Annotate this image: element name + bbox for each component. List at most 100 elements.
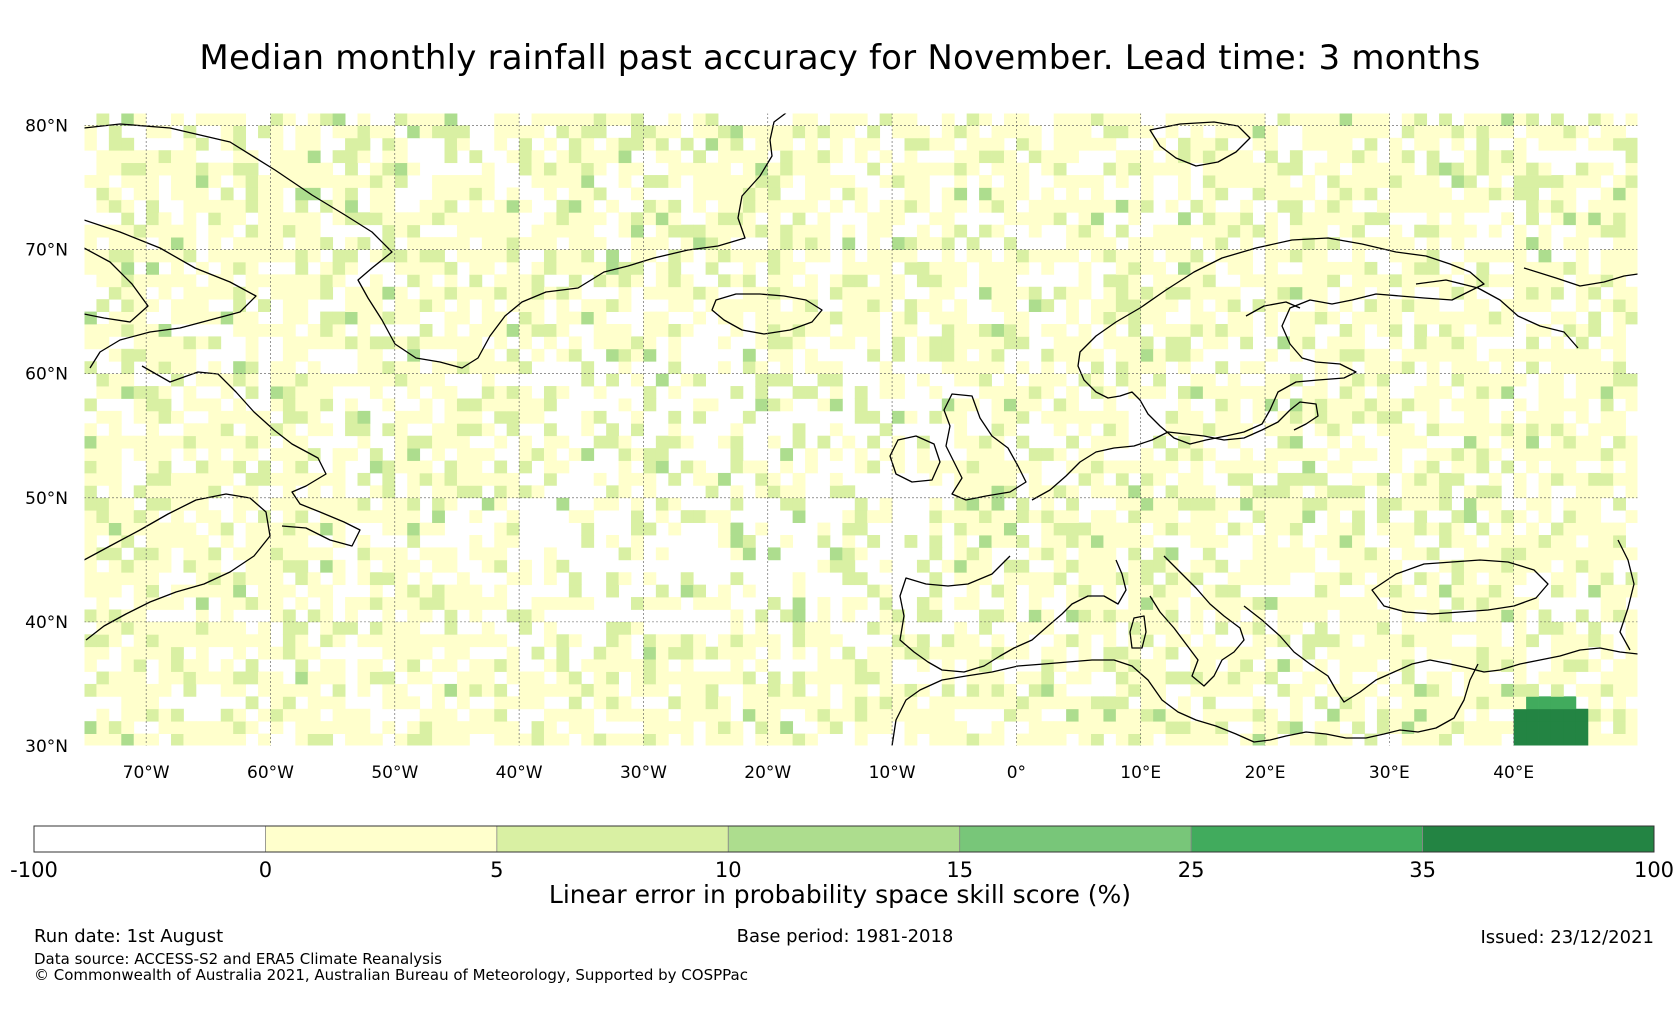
skill-cell — [146, 324, 159, 337]
skill-cell — [1588, 224, 1602, 238]
skill-cell — [1613, 137, 1626, 151]
skill-cell — [1513, 137, 1527, 151]
skill-cell — [220, 162, 234, 176]
skill-cell — [1625, 199, 1638, 213]
skill-cell — [1016, 187, 1030, 201]
skill-cell — [1277, 547, 1291, 561]
skill-cell — [593, 212, 607, 226]
skill-cell — [307, 137, 321, 151]
skill-cell — [954, 261, 968, 275]
skill-cell — [245, 559, 259, 573]
skill-cell — [108, 373, 122, 387]
skill-cell — [904, 299, 918, 312]
skill-cell — [121, 386, 135, 399]
skill-cell — [817, 683, 831, 697]
skill-cell — [1252, 721, 1266, 734]
skill-cell — [1153, 386, 1166, 399]
skill-cell — [307, 696, 321, 710]
skill-cell — [1289, 696, 1303, 710]
skill-cell — [568, 162, 582, 176]
skill-cell — [444, 410, 458, 424]
skill-cell — [966, 597, 980, 610]
skill-cell — [1513, 634, 1527, 648]
skill-cell — [407, 212, 421, 226]
skill-cell — [469, 150, 483, 164]
skill-cell — [805, 175, 818, 188]
skill-cell — [1364, 162, 1378, 176]
skill-cell — [1563, 572, 1577, 586]
skill-cell — [220, 373, 234, 387]
skill-cell — [195, 535, 209, 548]
skill-cell — [133, 547, 147, 561]
skill-cell — [1028, 572, 1042, 586]
skill-cell — [730, 646, 744, 660]
skill-cell — [146, 348, 159, 362]
skill-cell — [1078, 659, 1092, 672]
skill-cell — [233, 162, 247, 176]
skill-cell — [394, 299, 408, 312]
skill-cell — [1016, 398, 1030, 412]
skill-cell — [96, 597, 110, 610]
skill-cell — [655, 311, 669, 325]
skill-cell — [320, 634, 334, 648]
skill-cell — [320, 597, 334, 610]
skill-cell — [1178, 348, 1191, 362]
skill-cell — [1003, 373, 1017, 387]
skill-cell — [892, 212, 905, 226]
skill-cell — [1526, 497, 1539, 511]
skill-cell — [1439, 348, 1452, 362]
skill-cell — [1538, 299, 1552, 312]
skill-cell — [966, 559, 980, 573]
skill-cell — [556, 683, 570, 697]
skill-cell — [842, 659, 856, 672]
skill-cell — [1227, 324, 1241, 337]
skill-cell — [1451, 311, 1465, 325]
skill-cell — [867, 237, 881, 250]
skill-cell — [568, 448, 582, 461]
skill-cell — [158, 485, 172, 499]
skill-cell — [1115, 683, 1129, 697]
skill-cell — [631, 671, 644, 685]
skill-cell — [1414, 336, 1428, 350]
skill-cell — [1575, 510, 1589, 523]
skill-cell — [158, 361, 172, 375]
skill-cell — [1227, 125, 1241, 139]
skill-cell — [531, 646, 545, 660]
skill-cell — [817, 311, 831, 325]
skill-cell — [1364, 274, 1378, 288]
skill-cell — [780, 237, 794, 250]
skill-cell — [742, 584, 756, 598]
skill-cell — [282, 286, 296, 300]
skill-cell — [233, 597, 247, 610]
skill-cell — [1103, 696, 1117, 710]
skill-cell — [481, 659, 495, 672]
skill-cell — [258, 125, 271, 139]
skill-cell — [171, 733, 184, 746]
skill-cell — [1451, 721, 1465, 734]
skill-cell — [158, 522, 172, 536]
skill-cell — [1277, 373, 1291, 387]
skill-cell — [1588, 733, 1602, 746]
skill-cell — [1376, 646, 1390, 660]
skill-cell — [357, 547, 371, 561]
skill-cell — [1215, 535, 1229, 548]
skill-cell — [618, 274, 632, 288]
skill-cell — [879, 150, 893, 164]
skill-cell — [618, 646, 632, 660]
skill-cell — [1389, 423, 1403, 437]
skill-cell — [1289, 721, 1303, 734]
skill-cell — [1252, 125, 1266, 139]
skill-cell — [767, 299, 781, 312]
skill-cell — [805, 621, 818, 635]
skill-cell — [705, 286, 719, 300]
skill-cell — [1538, 497, 1552, 511]
skill-cell — [1178, 497, 1191, 511]
skill-cell — [1327, 485, 1341, 499]
skill-cell — [1476, 398, 1490, 412]
skill-cell — [966, 113, 980, 126]
skill-cell — [369, 361, 383, 375]
skill-cell — [631, 137, 644, 151]
skill-cell — [1003, 286, 1017, 300]
skill-cell — [1078, 348, 1092, 362]
skill-cell — [680, 510, 694, 523]
